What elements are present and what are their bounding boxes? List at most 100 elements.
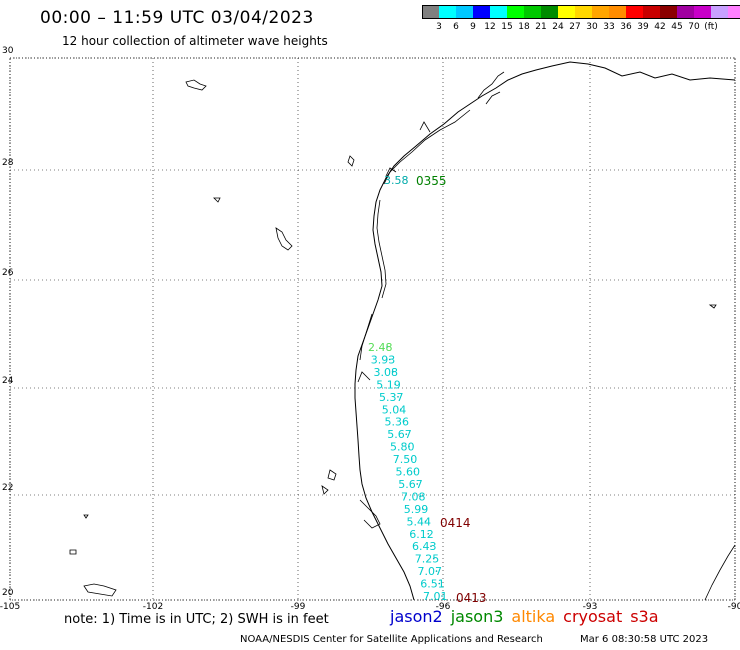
colorbar-label: 3 (436, 22, 442, 32)
lake-10 (708, 304, 717, 309)
swh-value: 5.19 (376, 378, 401, 391)
colorbar-cell (541, 5, 558, 19)
track-dot (410, 458, 413, 460)
colorbar-cell (473, 5, 490, 19)
chart-title: 00:00 – 11:59 UTC 03/04/2023 (40, 8, 314, 28)
colorbar-cell (524, 5, 541, 19)
colorbar-label: 39 (637, 22, 649, 32)
legend-item: altika (511, 607, 556, 626)
track-dot (421, 508, 424, 510)
track-dot (438, 582, 441, 585)
lake-3 (347, 155, 355, 167)
track-dot (386, 346, 388, 348)
satellite-tracks: 3.58 03552.483.933.085.195.375.045.365.67… (368, 174, 487, 605)
lon-label: -96 (436, 602, 451, 612)
laguna-madre (359, 499, 381, 529)
swh-value: 5.80 (390, 441, 415, 454)
colorbar-cell (660, 5, 677, 19)
colorbar-cell (626, 5, 643, 19)
colorbar-cell (507, 5, 524, 19)
swh-value: 6.43 (412, 540, 437, 553)
credit-line: NOAA/NESDIS Center for Satellite Applica… (240, 634, 543, 645)
lon-label: -90 (728, 602, 740, 612)
lat-label: 20 (2, 588, 14, 598)
swh-value: 5.60 (396, 466, 421, 479)
swh-value: 5.04 (382, 403, 407, 416)
colorbar-cell (711, 5, 728, 19)
lat-label: 30 (2, 46, 14, 56)
track-dot (413, 470, 416, 473)
track-dot (419, 495, 421, 498)
lon-label: -93 (583, 602, 598, 612)
colorbar-cell (456, 5, 473, 19)
swh-value: 5.67 (398, 478, 423, 491)
colorbar-label: 36 (620, 22, 632, 32)
swh-value: 3.58 (384, 174, 409, 187)
track-dot (388, 358, 391, 361)
swh-value: 7.01 (423, 590, 448, 603)
track-dot (399, 408, 402, 411)
lat-lon-grid: 30 28 26 24 22 20 -105 -102 -99 -96 -93 -90 (0, 46, 740, 612)
lat-label: 22 (2, 483, 13, 493)
colorbar-cell (677, 5, 694, 19)
colorbar-label: 45 (671, 22, 683, 32)
lat-label: 26 (2, 268, 14, 278)
colorbar-label: 70 (688, 22, 700, 32)
colorbar-outline (422, 5, 740, 19)
swh-value: 7.08 (401, 490, 426, 503)
coastline (354, 61, 736, 601)
colorbar-label: 21 (535, 22, 547, 32)
swh-value: 7.25 (415, 553, 440, 566)
colorbar-cell (592, 5, 609, 19)
colorbar-label: 15 (501, 22, 513, 32)
swh-value: 6.12 (409, 528, 434, 541)
lake-8 (213, 197, 221, 203)
track-dot (402, 420, 405, 423)
lon-label: -99 (291, 602, 306, 612)
swh-value: 7.07 (418, 565, 443, 578)
track-dot (408, 445, 410, 448)
lake-5 (321, 485, 329, 495)
satellite-legend: jason2 jason3 altika cryosat s3a (390, 607, 667, 626)
lake-6 (83, 583, 117, 597)
colorbar-label: 6 (453, 22, 459, 32)
track-dot (397, 396, 399, 398)
swh-value: 6.51 (420, 578, 445, 591)
pass-time-label: 0355 (416, 174, 447, 188)
lat-label: 24 (2, 376, 14, 386)
colorbar-cell (439, 5, 456, 19)
galveston-bay (357, 71, 505, 383)
colorbar-label: 30 (586, 22, 598, 32)
track-dot (432, 557, 435, 560)
track-dot (430, 545, 432, 547)
lake-4 (327, 469, 337, 481)
track-dot (394, 383, 397, 386)
swh-value: 5.36 (385, 416, 410, 429)
track-dot (391, 371, 394, 373)
swh-value: 5.99 (404, 503, 429, 516)
map-frame (9, 57, 736, 601)
colorbar-cell (558, 5, 575, 19)
colorbar-cell (609, 5, 626, 19)
colorbar-label: 9 (470, 22, 476, 32)
delta-right (704, 544, 736, 601)
colorbar-label: 33 (603, 22, 615, 32)
colorbar-label: (ft) (704, 22, 718, 32)
track-dot (427, 532, 430, 535)
swh-value: 3.93 (371, 353, 396, 366)
barrier-islands (359, 109, 471, 361)
swh-value: 3.08 (374, 366, 399, 379)
legend-item: s3a (630, 607, 659, 626)
swh-value: 5.44 (407, 515, 432, 528)
swh-value: 2.48 (368, 341, 393, 354)
lake-9 (83, 514, 89, 519)
colorbar-cell (575, 5, 592, 19)
colorbar-label: 42 (654, 22, 666, 32)
swh-value: 7.50 (393, 453, 418, 466)
track-dot (435, 570, 438, 572)
lake-7 (69, 549, 77, 555)
pass-time-label: 0413 (456, 591, 487, 605)
track-dot (416, 483, 419, 485)
lake-1 (185, 79, 207, 91)
